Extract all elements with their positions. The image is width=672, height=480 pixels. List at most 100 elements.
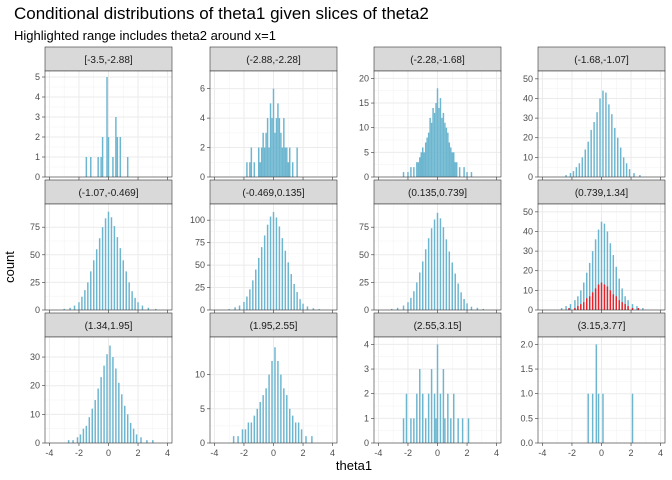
y-tick-label: 15 (359, 98, 369, 108)
histogram-bar (302, 303, 304, 310)
histogram-bar (122, 260, 125, 310)
histogram-bar (92, 260, 95, 310)
y-tick-label: 1.5 (520, 364, 533, 374)
facet-strip (209, 46, 338, 72)
histogram-bar (619, 147, 622, 177)
histogram-bar (124, 405, 126, 443)
y-tick-label: 30 (523, 246, 533, 256)
histogram-bar (268, 374, 270, 443)
histogram-bar (90, 271, 92, 310)
histogram-bar (587, 141, 589, 177)
histogram-bar (420, 152, 422, 177)
x-axis-title: theta1 (336, 458, 372, 473)
highlight-bar (603, 284, 606, 310)
y-tick-label: 6 (200, 84, 205, 94)
histogram-bar (603, 223, 606, 310)
histogram-bar (628, 169, 631, 177)
histogram-bar (104, 218, 107, 310)
histogram-bar (436, 88, 439, 177)
x-tick-label: 4 (165, 448, 170, 458)
facet-panels: [-3.5,-2.88] 0 1 2 3 4 5 (-2.88,-2.28] 0 2 4 6 (-2.2… (30, 46, 666, 458)
y-tick-label: 1 (364, 413, 369, 423)
histogram-bar (419, 272, 421, 310)
histogram-bar (286, 395, 288, 443)
histogram-bar (272, 212, 275, 310)
histogram-bar (596, 112, 598, 177)
histogram-bar (441, 117, 443, 177)
histogram-bar (442, 227, 445, 310)
facet-panel: (3.15,3.77] 0.0 0.5 1.0 1.5 2.0 -4 -2 0 2 4 (520, 312, 666, 458)
histogram-bar (424, 418, 427, 443)
histogram-bar (87, 282, 89, 310)
histogram-bar (116, 237, 119, 310)
facet-panel: (-1.07,-0.469] 0 25 50 75 (30, 179, 173, 315)
histogram-bar (445, 239, 448, 310)
histogram-bar (128, 282, 130, 310)
chart-title: Conditional distributions of theta1 give… (14, 4, 429, 23)
x-tick-label: -2 (568, 448, 576, 458)
histogram-bar (275, 118, 278, 177)
histogram-bar (250, 147, 253, 177)
histogram-bar (291, 415, 294, 443)
histogram-bar (132, 428, 135, 443)
facet-strip (373, 179, 502, 205)
y-tick-label: 0 (528, 172, 533, 182)
highlight-bar (600, 282, 603, 310)
histogram-bar (129, 422, 132, 443)
y-tick-label: 50 (523, 74, 533, 84)
highlight-bar (574, 308, 576, 310)
histogram-bar (439, 393, 442, 443)
histogram-bar (262, 132, 264, 177)
histogram-bar (271, 118, 273, 177)
histogram-bar (228, 309, 230, 310)
facet-strip-label: (-1.68,-1.07] (574, 55, 629, 66)
facet-strip-label: (1.95,2.55] (250, 321, 298, 332)
histogram-bar (466, 303, 468, 310)
y-tick-label: 10 (523, 285, 533, 295)
histogram-bar (277, 360, 279, 443)
histogram-bar (448, 251, 451, 310)
histogram-bar (278, 118, 281, 177)
y-tick-label: 1 (35, 152, 40, 162)
histogram-bar (608, 104, 610, 177)
histogram-bar (262, 395, 264, 443)
histogram-bar (591, 393, 594, 443)
histogram-bar (565, 175, 567, 177)
histogram-bar (430, 228, 433, 310)
y-tick-label: 30 (30, 352, 40, 362)
y-tick-label: 50 (30, 250, 40, 260)
histogram-bar (76, 437, 79, 443)
histogram-bar (447, 132, 449, 177)
histogram-bar (91, 408, 93, 443)
highlight-bar (594, 288, 597, 310)
y-tick-label: 0 (35, 172, 40, 182)
histogram-bar (639, 175, 641, 177)
histogram-bar (402, 418, 405, 443)
histogram-bar (237, 436, 239, 443)
histogram-bar (438, 107, 440, 177)
y-tick-label: 4 (200, 113, 205, 123)
histogram-bar (259, 401, 261, 443)
histogram-bar (407, 302, 409, 310)
x-tick-label: -4 (210, 448, 218, 458)
histogram-bar (413, 418, 415, 443)
x-tick-label: 2 (301, 448, 306, 458)
histogram-bar (269, 103, 272, 177)
histogram-bar (424, 249, 427, 310)
histogram-bar (280, 374, 282, 443)
y-tick-label: 10 (195, 370, 205, 380)
histogram-bar (407, 172, 409, 177)
histogram-bar (602, 90, 604, 177)
histogram-bar (466, 172, 468, 177)
histogram-bar (445, 127, 448, 177)
histogram-bar (115, 117, 117, 177)
histogram-bar (419, 157, 421, 177)
histogram-bar (416, 282, 418, 310)
y-tick-label: 50 (523, 207, 533, 217)
x-tick-label: 4 (658, 448, 663, 458)
y-tick-label: 25 (30, 277, 40, 287)
histogram-bar (591, 251, 594, 310)
histogram-bar (436, 212, 439, 310)
y-tick-label: 30 (523, 113, 533, 123)
y-tick-label: 0 (364, 305, 369, 315)
